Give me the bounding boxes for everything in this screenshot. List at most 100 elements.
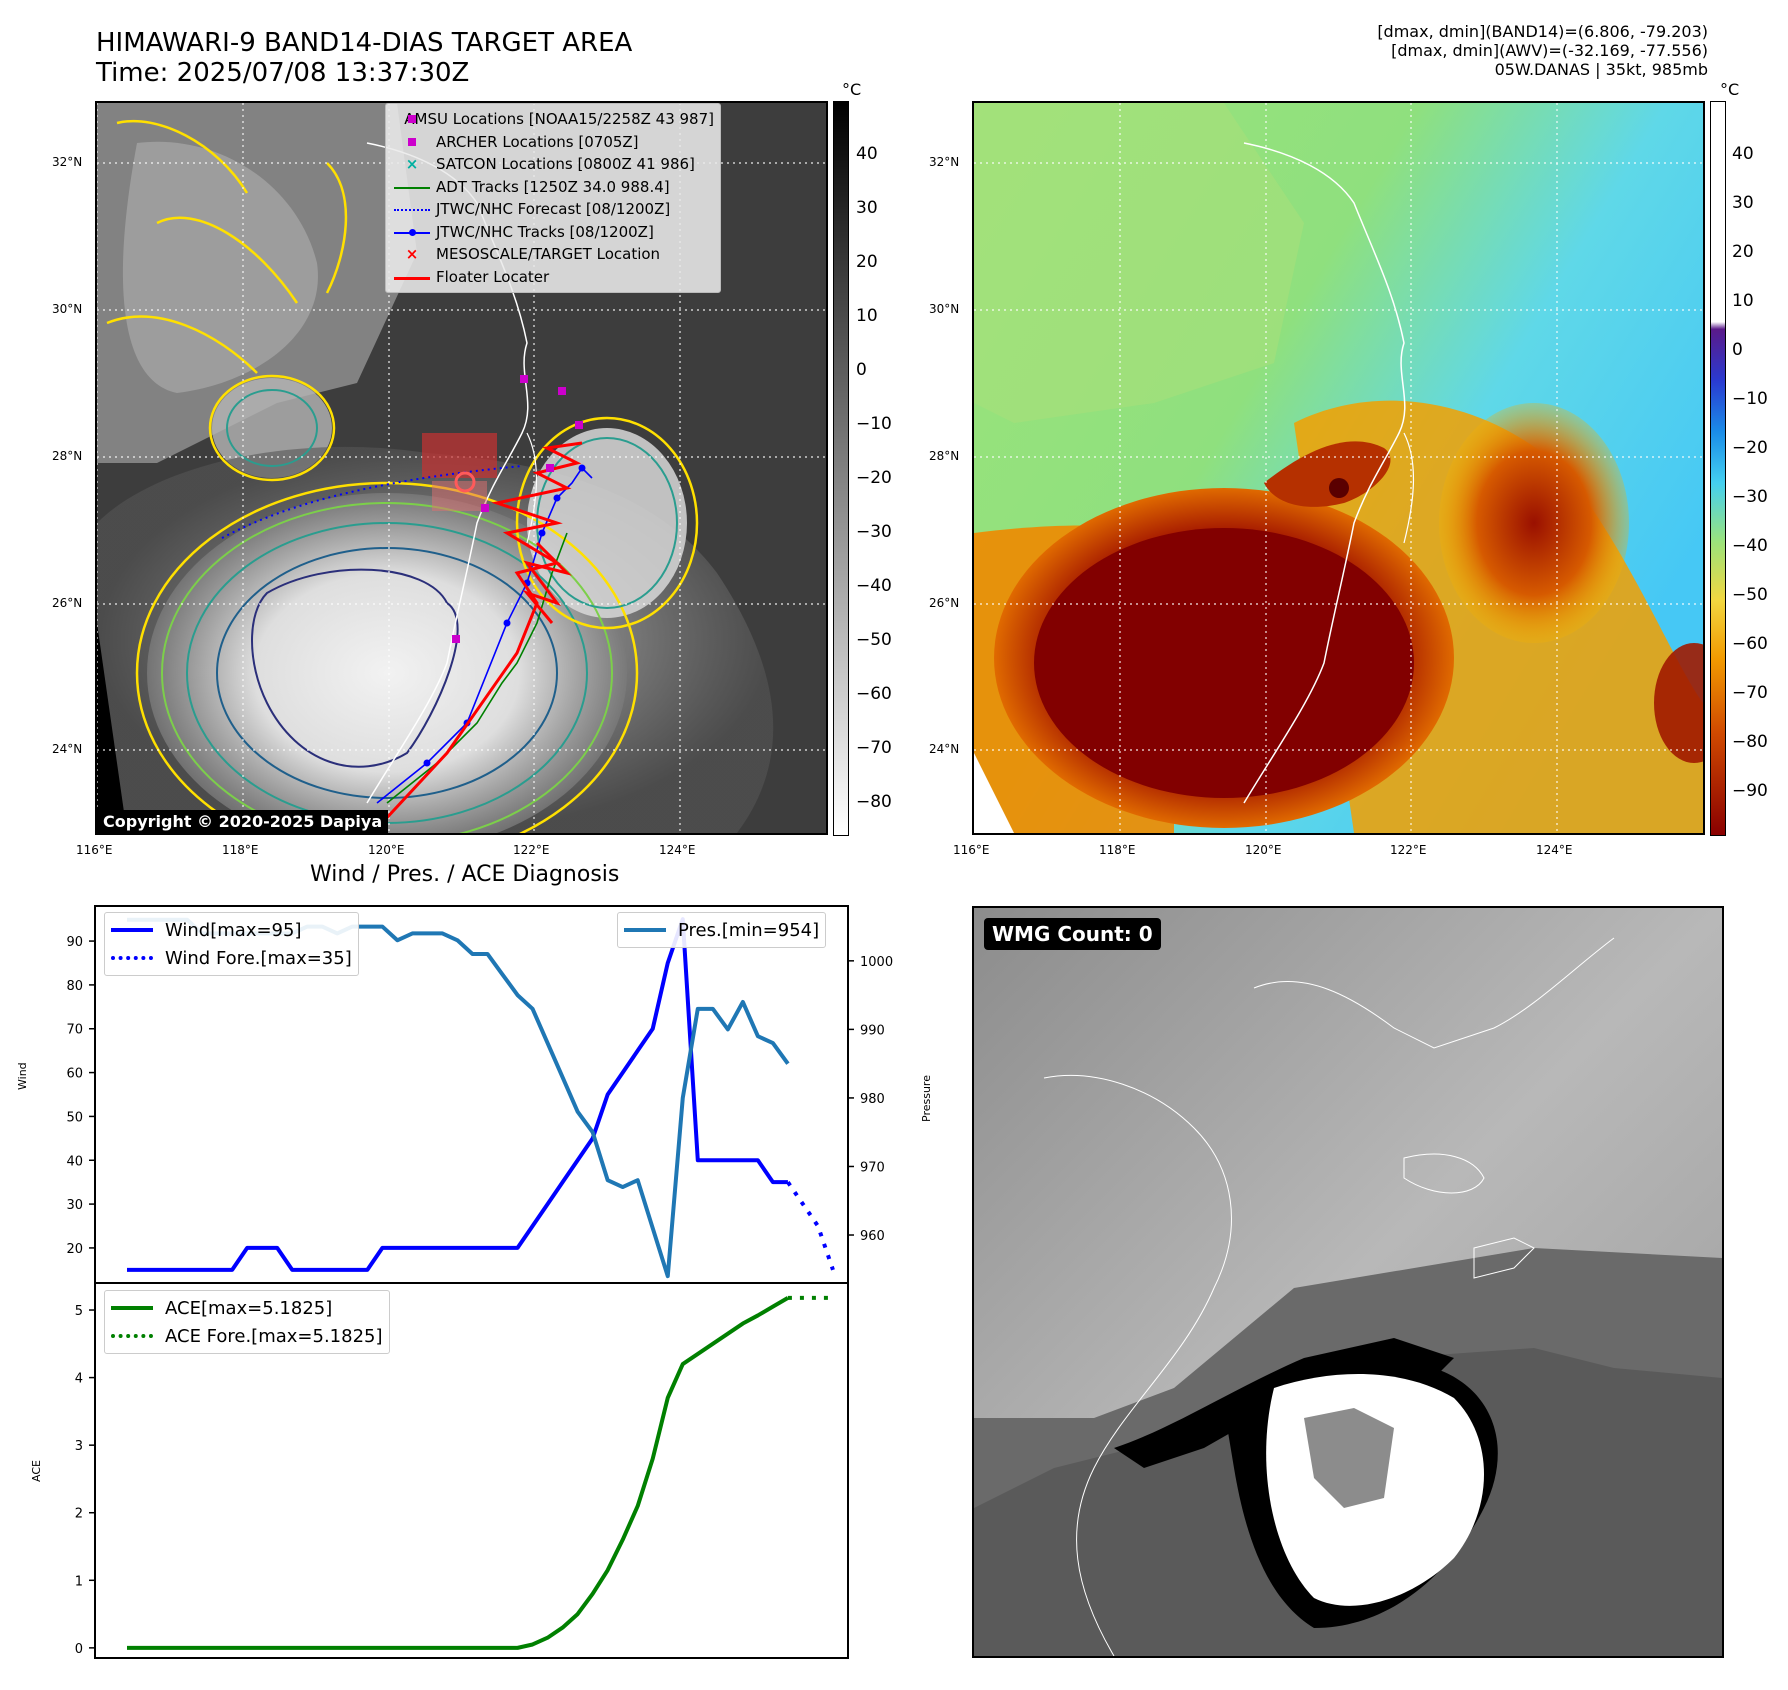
colorbar-tick: −70 [856, 738, 892, 758]
wind-tick-label: 20 [66, 1242, 83, 1257]
legend-mesoscale: × MESOSCALE/TARGET Location [405, 245, 661, 264]
legend-jtwc-tracks: JTWC/NHC Tracks [08/1200Z] [392, 221, 714, 244]
page-title: HIMAWARI-9 BAND14-DIAS TARGET AREA [96, 28, 633, 58]
wmg-imagery [974, 908, 1722, 1656]
lat-label: 32°N [929, 155, 960, 169]
colorbar-tick: 40 [1732, 144, 1754, 164]
legend-archer: ARCHER Locations [0705Z] [392, 131, 714, 154]
lon-label: 116°E [953, 843, 990, 857]
info-band14-range: [dmax, dmin](BAND14)=(6.806, -79.203) [1377, 22, 1708, 41]
colorbar-tick: −80 [856, 792, 892, 812]
ace-tick-label: 0 [75, 1642, 83, 1657]
lat-label: 32°N [52, 155, 83, 169]
lon-label: 118°E [1099, 843, 1136, 857]
wmg-count-badge: WMG Count: 0 [984, 918, 1161, 950]
diag-title: Wind / Pres. / ACE Diagnosis [310, 862, 620, 887]
lon-label: 122°E [513, 843, 550, 857]
band14-map: AMSU Locations [NOAA15/2258Z 43 987] ARC… [95, 101, 828, 835]
awv-colorbar [1710, 101, 1726, 836]
time-label: Time: 2025/07/08 13:37:30Z [96, 58, 470, 88]
wind-tick-label: 80 [66, 979, 83, 994]
lat-label: 28°N [52, 449, 83, 463]
lon-label: 124°E [659, 843, 696, 857]
wind-tick-label: 70 [66, 1023, 83, 1038]
colorbar-tick: −10 [856, 414, 892, 434]
colorbar-unit: °C [1720, 80, 1740, 99]
ace-fore-legend-row: ACE Fore.[max=5.1825] [111, 1322, 383, 1350]
ace-legend-row: ACE[max=5.1825] [111, 1294, 383, 1322]
colorbar-tick: 30 [856, 198, 878, 218]
lat-label: 24°N [52, 742, 83, 756]
pres-tick-label: 960 [860, 1229, 885, 1244]
ace-tick-label: 2 [75, 1507, 83, 1522]
colorbar-tick: −20 [856, 468, 892, 488]
lon-label: 122°E [1390, 843, 1427, 857]
pres-legend: Pres.[min=954] [617, 912, 827, 948]
pres-tick-label: 1000 [860, 955, 893, 970]
lat-label: 24°N [929, 742, 960, 756]
pres-tick-label: 970 [860, 1160, 885, 1175]
colorbar-tick: 0 [1732, 340, 1743, 360]
lat-label: 30°N [929, 302, 960, 316]
colorbar-tick: −50 [1732, 585, 1768, 605]
colorbar-tick: 20 [856, 252, 878, 272]
colorbar-tick: −40 [856, 576, 892, 596]
colorbar-tick: 10 [856, 306, 878, 326]
colorbar-tick: −60 [856, 684, 892, 704]
wind-ylabel: Wind [16, 1062, 29, 1090]
ace-tick-label: 4 [75, 1372, 83, 1387]
colorbar-tick: 40 [856, 144, 878, 164]
info-block: [dmax, dmin](BAND14)=(6.806, -79.203) [d… [1377, 22, 1708, 79]
ace-ylabel: ACE [30, 1460, 43, 1482]
pres-tick-label: 990 [860, 1023, 885, 1038]
copyright-label: Copyright © 2020-2025 Dapiya [97, 810, 389, 833]
lat-label: 28°N [929, 449, 960, 463]
wind-tick-label: 50 [66, 1110, 83, 1125]
colorbar-tick: 20 [1732, 242, 1754, 262]
lon-label: 124°E [1536, 843, 1573, 857]
colorbar-tick: 30 [1732, 193, 1754, 213]
colorbar-tick: −80 [1732, 732, 1768, 752]
colorbar-tick: −60 [1732, 634, 1768, 654]
wind-fore-legend-row: Wind Fore.[max=35] [111, 944, 352, 972]
colorbar-tick: −40 [1732, 536, 1768, 556]
colorbar-tick: 0 [856, 360, 867, 380]
ace-legend: ACE[max=5.1825] ACE Fore.[max=5.1825] [104, 1290, 390, 1354]
map-legend: AMSU Locations [NOAA15/2258Z 43 987] ARC… [385, 103, 721, 293]
ace-tick-label: 3 [75, 1439, 83, 1454]
awv-map [972, 101, 1705, 835]
legend-amsu: AMSU Locations [NOAA15/2258Z 43 987] [404, 110, 714, 129]
lon-label: 120°E [1245, 843, 1282, 857]
lon-label: 120°E [368, 843, 405, 857]
wind-tick-label: 40 [66, 1154, 83, 1169]
info-awv-range: [dmax, dmin](AWV)=(-32.169, -77.556) [1391, 41, 1708, 60]
colorbar-tick: −50 [856, 630, 892, 650]
awv-imagery [974, 103, 1703, 833]
colorbar-tick: −70 [1732, 683, 1768, 703]
ace-tick-label: 5 [75, 1304, 83, 1319]
legend-jtwc-forecast: JTWC/NHC Forecast [08/1200Z] [392, 198, 714, 221]
band14-colorbar [833, 101, 849, 836]
lat-label: 26°N [929, 596, 960, 610]
colorbar-unit: °C [842, 80, 862, 99]
colorbar-tick: −30 [856, 522, 892, 542]
colorbar-tick: −30 [1732, 487, 1768, 507]
wmg-panel: WMG Count: 0 [972, 906, 1724, 1658]
colorbar-tick: −90 [1732, 781, 1768, 801]
ace-tick-label: 1 [75, 1574, 83, 1589]
wind-tick-label: 90 [66, 935, 83, 950]
colorbar-tick: 10 [1732, 291, 1754, 311]
legend-adt: ADT Tracks [1250Z 34.0 988.4] [392, 176, 714, 199]
lon-label: 118°E [222, 843, 259, 857]
pres-tick-label: 980 [860, 1092, 885, 1107]
legend-floater: Floater Locater [392, 266, 714, 289]
lat-label: 26°N [52, 596, 83, 610]
colorbar-tick: −20 [1732, 438, 1768, 458]
pres-ylabel: Pressure [920, 1075, 933, 1122]
lat-label: 30°N [52, 302, 83, 316]
wind-legend: Wind[max=95] Wind Fore.[max=35] [104, 912, 359, 976]
wind-forecast-line [786, 1181, 835, 1271]
pres-legend-row: Pres.[min=954] [624, 916, 819, 944]
wind-legend-row: Wind[max=95] [111, 916, 352, 944]
lon-label: 116°E [76, 843, 113, 857]
